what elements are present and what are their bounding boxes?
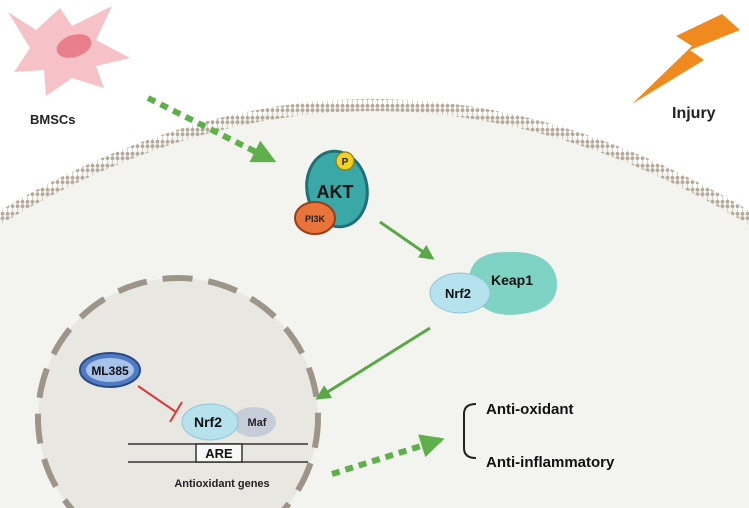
bmsc-to-akt-arrow <box>146 95 277 163</box>
anti-inflammatory-label: Anti-inflammatory <box>486 454 615 471</box>
ml385-inhibitor: ML385 <box>79 352 141 388</box>
bmsc-nucleus <box>56 34 92 58</box>
outcome-bracket <box>463 403 477 459</box>
lightning-icon <box>632 14 740 104</box>
nrf2-maf-complex: Maf Nrf2 <box>181 403 276 441</box>
bmscs-label: BMSCs <box>30 112 76 127</box>
nrf2-nucleus-protein <box>181 403 239 441</box>
nucleus <box>35 275 321 508</box>
akt-to-keap1-arrow <box>379 220 435 260</box>
nrf2-nucleus-label: Nrf2 <box>194 414 222 430</box>
nrf2-cytoplasm-label: Nrf2 <box>445 286 471 301</box>
are-box <box>195 443 243 463</box>
phosphate-label: P <box>342 157 349 168</box>
akt-label: AKT <box>317 182 354 202</box>
maf-label: Maf <box>248 417 267 429</box>
keap1-protein <box>469 251 557 315</box>
injury-label: Injury <box>672 105 716 122</box>
maf-protein <box>232 407 276 437</box>
akt-complex: P AKT PI3K <box>294 149 369 235</box>
nrf2-keap1-complex: Keap1 Nrf2 <box>429 251 557 315</box>
anti-oxidant-label: Anti-oxidant <box>486 401 574 418</box>
antioxidant-genes-label: Antioxidant genes <box>174 478 269 490</box>
phosphate-group <box>335 151 355 171</box>
keap1-to-nucleus-arrow <box>315 326 431 400</box>
cell-membrane <box>0 99 749 225</box>
keap1-label: Keap1 <box>491 272 533 288</box>
dna-strands: ARE <box>128 443 308 463</box>
inhibition-line <box>137 385 183 423</box>
pi3k-label: PI3K <box>305 214 326 224</box>
nrf2-cytoplasm-protein <box>429 272 491 314</box>
bmsc-cell <box>8 6 130 96</box>
pi3k-protein <box>294 201 336 235</box>
ml385-label: ML385 <box>91 364 129 378</box>
genes-to-outcome-arrow <box>331 434 445 477</box>
are-label: ARE <box>205 446 233 461</box>
nuclear-envelope <box>35 275 321 508</box>
